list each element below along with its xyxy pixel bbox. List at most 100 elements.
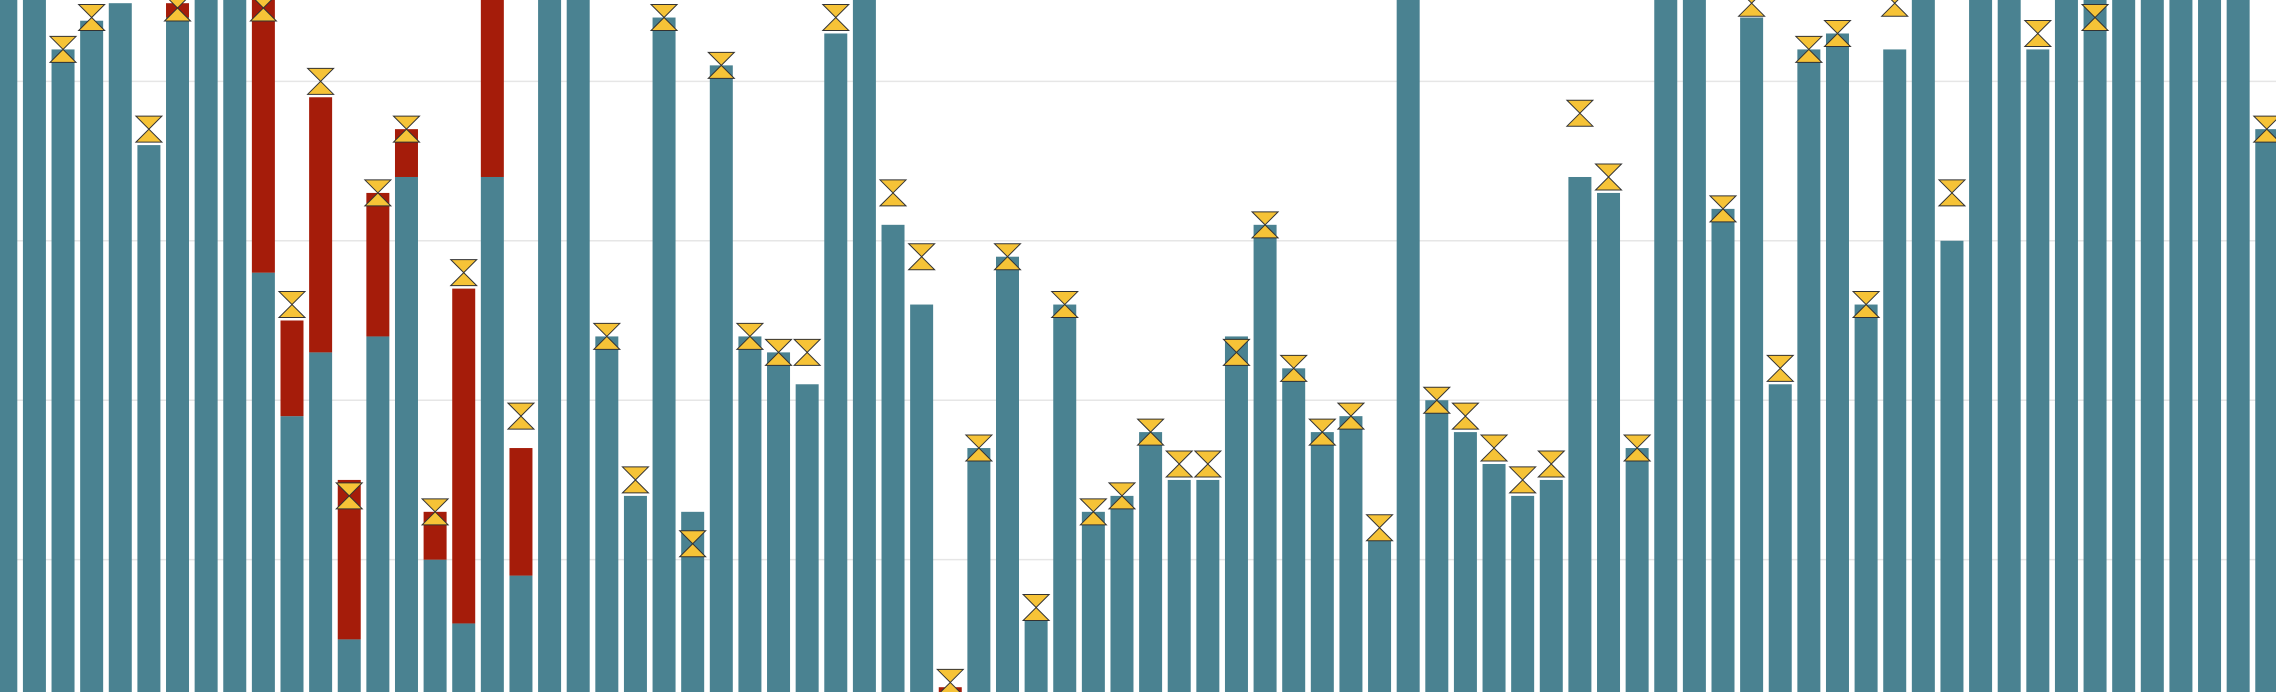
marker (792, 338, 822, 366)
bar-segment (1110, 495, 1134, 692)
bar-segment (910, 304, 934, 692)
marker (821, 4, 850, 32)
bar-segment (1597, 192, 1621, 692)
bar-segment (251, 272, 275, 692)
marker (878, 179, 908, 207)
bar-segment (738, 336, 762, 692)
bar-segment (1253, 224, 1277, 692)
marker (1622, 434, 1652, 462)
marker (363, 179, 393, 207)
marker (1193, 450, 1223, 478)
marker (1222, 338, 1251, 366)
bar-segment (1797, 49, 1821, 692)
marker (1508, 466, 1537, 494)
marker (1880, 0, 1909, 17)
bar-segment (852, 0, 876, 692)
bar-segment (967, 448, 991, 692)
bar-segment (1368, 538, 1392, 692)
marker (1050, 291, 1079, 319)
bar-segment (795, 384, 819, 692)
marker (649, 4, 679, 32)
bar-segment (1396, 0, 1420, 692)
bar-segment (509, 448, 533, 576)
bar-segment (1453, 432, 1477, 692)
marker (678, 530, 707, 558)
marker (907, 243, 936, 271)
bar-segment (309, 97, 333, 353)
marker (1823, 19, 1852, 47)
bar-segment (2140, 0, 2164, 692)
bar-segment (1740, 17, 1764, 692)
bar-segment (51, 49, 75, 692)
bar-segment (996, 256, 1019, 692)
bar-segment (1768, 384, 1792, 692)
bar-segment (1339, 416, 1363, 692)
marker (764, 338, 793, 366)
marker (936, 668, 965, 692)
marker (1422, 386, 1452, 414)
bar-segment (2255, 129, 2276, 692)
bar-segment (280, 320, 304, 417)
bar-segment (1310, 432, 1334, 692)
marker (1451, 402, 1480, 430)
bar-segment (1625, 448, 1649, 692)
marker (1250, 211, 1280, 239)
marker (1165, 450, 1194, 478)
marker (48, 35, 78, 63)
bar-segment (166, 17, 190, 692)
bar-segment (1196, 479, 1220, 692)
marker (420, 498, 450, 526)
marker (134, 115, 164, 143)
bar-segment (623, 495, 647, 692)
bar-segment (366, 192, 390, 337)
bar-segment (1053, 304, 1077, 692)
marker (2080, 4, 2110, 32)
bar-segment (1997, 0, 2021, 692)
bar-segment (652, 17, 676, 692)
bar-segment (0, 0, 18, 692)
bar-segment (1425, 400, 1449, 692)
bar-segment (1081, 511, 1105, 692)
bar-segment (137, 145, 161, 692)
bar-segment (509, 575, 533, 692)
marker (707, 51, 736, 79)
bar-segment (1167, 479, 1191, 692)
bar-segment (2198, 0, 2222, 692)
bar-segment (2112, 0, 2136, 692)
marker (1537, 450, 1566, 478)
bar-segment (1224, 336, 1248, 692)
marker (306, 67, 335, 95)
marker (993, 243, 1022, 271)
bar-segment (2083, 0, 2107, 692)
bar-segment (824, 33, 848, 692)
bar-segment (1282, 368, 1306, 692)
bar-segment (480, 0, 504, 177)
marker (1594, 163, 1623, 191)
marker (1365, 514, 1394, 542)
bar-segment (595, 336, 619, 692)
marker (1279, 354, 1308, 382)
bar-segment (452, 288, 476, 624)
bar-segment (1911, 0, 1935, 692)
marker (1737, 0, 1766, 17)
bar-segment (80, 20, 104, 692)
marker (1851, 291, 1881, 319)
marker (77, 4, 106, 32)
bar-segment (1139, 432, 1163, 692)
marker (1308, 418, 1337, 446)
bar-segment (1940, 240, 1964, 692)
bar-segment (108, 3, 132, 692)
marker (506, 402, 536, 430)
bar-segment (1024, 618, 1048, 692)
bar-segment (452, 623, 476, 692)
marker (277, 291, 307, 319)
marker (1766, 354, 1795, 382)
bar-segment (2169, 0, 2193, 692)
bar-segment (1511, 495, 1535, 692)
bar-segment (423, 559, 447, 692)
bar-segment (1969, 0, 1993, 692)
bar-segment (337, 639, 361, 692)
marker (392, 115, 421, 143)
